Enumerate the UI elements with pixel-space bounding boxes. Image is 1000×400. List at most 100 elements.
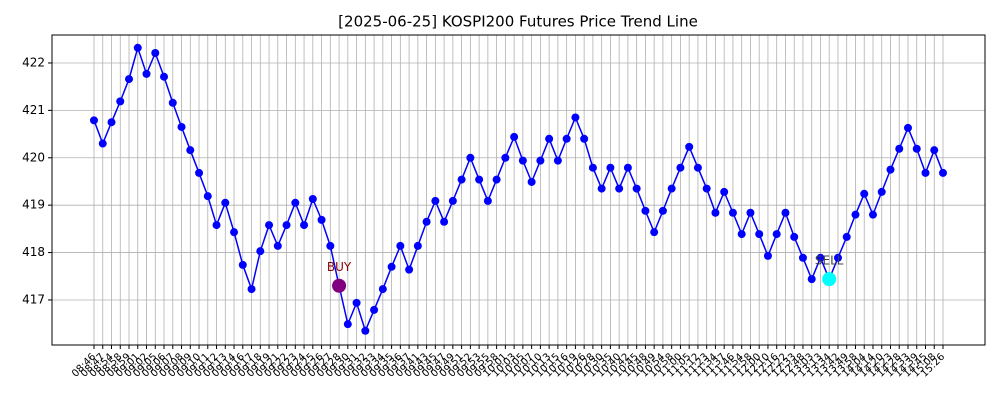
price-point (939, 168, 947, 177)
price-point (658, 206, 667, 215)
price-point (807, 275, 816, 284)
price-point (553, 156, 562, 165)
price-point (230, 228, 239, 237)
price-point (886, 165, 895, 174)
price-point (623, 163, 632, 172)
price-point (816, 253, 825, 262)
price-point (265, 221, 274, 230)
price-point (720, 187, 729, 196)
price-point (457, 175, 466, 184)
price-point (930, 146, 939, 155)
price-point (256, 247, 265, 256)
price-point (702, 184, 711, 193)
price-point (361, 326, 370, 335)
price-point (518, 156, 527, 165)
y-tick-label: 422 (22, 55, 45, 69)
price-point (737, 230, 746, 239)
price-point (168, 98, 177, 107)
price-point (860, 189, 869, 198)
price-point (667, 184, 676, 193)
price-point (641, 206, 650, 215)
price-point (588, 163, 597, 172)
price-point (868, 210, 877, 219)
price-point (90, 116, 98, 125)
price-point (195, 168, 204, 177)
price-point (370, 305, 379, 314)
price-point (746, 208, 755, 217)
signal-marker (332, 278, 347, 293)
price-point (116, 97, 125, 106)
price-point (212, 221, 221, 230)
price-point (711, 208, 720, 217)
price-point (125, 75, 134, 84)
price-point (203, 192, 212, 201)
price-point (483, 196, 492, 205)
price-point (387, 262, 396, 271)
price-point (571, 113, 580, 122)
y-tick-label: 419 (22, 198, 45, 212)
price-point (238, 260, 247, 269)
price-point (247, 285, 256, 294)
price-point (510, 132, 519, 141)
price-point (186, 146, 195, 155)
plot-frame (51, 34, 986, 346)
price-point (527, 177, 536, 186)
chart-title: [2025-06-25] KOSPI200 Futures Price Tren… (338, 13, 698, 31)
price-point (413, 241, 422, 250)
price-point (142, 69, 151, 78)
signal-marker (822, 272, 837, 287)
y-tick-label: 418 (22, 245, 45, 259)
price-point (693, 163, 702, 172)
price-point (352, 298, 361, 307)
price-point (615, 184, 624, 193)
price-point (676, 163, 685, 172)
price-point (282, 221, 291, 230)
price-point (475, 175, 484, 184)
price-point (273, 241, 282, 250)
price-point (877, 187, 886, 196)
price-point (650, 228, 659, 237)
price-point (317, 215, 326, 224)
price-point (308, 195, 317, 204)
price-point (160, 72, 169, 81)
price-point (580, 134, 589, 143)
y-tick-label: 417 (22, 292, 45, 306)
price-point (597, 184, 606, 193)
price-point (536, 156, 545, 165)
price-point (545, 134, 554, 143)
price-point (895, 144, 904, 153)
price-point (632, 184, 641, 193)
price-point (790, 232, 799, 241)
price-point (405, 265, 414, 274)
price-point (466, 153, 475, 162)
price-point (440, 217, 449, 226)
price-point (728, 208, 737, 217)
price-point (921, 168, 930, 177)
price-point (842, 232, 851, 241)
price-point (396, 241, 405, 250)
y-tick-label: 421 (22, 103, 45, 117)
price-point (221, 198, 230, 207)
price-point (431, 196, 440, 205)
price-point (755, 230, 764, 239)
price-point (151, 49, 160, 58)
price-point (912, 144, 921, 153)
price-point (291, 198, 300, 207)
price-point (422, 217, 431, 226)
price-point (107, 118, 116, 127)
price-point (798, 253, 807, 262)
price-point (98, 139, 107, 148)
price-point (772, 230, 781, 239)
price-point (833, 253, 842, 262)
price-point (903, 123, 912, 132)
price-point (300, 221, 309, 230)
price-point (501, 153, 510, 162)
price-point (177, 122, 186, 131)
signal-label: BUY (327, 260, 352, 274)
price-point (448, 196, 457, 205)
price-point (326, 241, 335, 250)
price-point (343, 320, 352, 329)
price-point (378, 285, 387, 294)
